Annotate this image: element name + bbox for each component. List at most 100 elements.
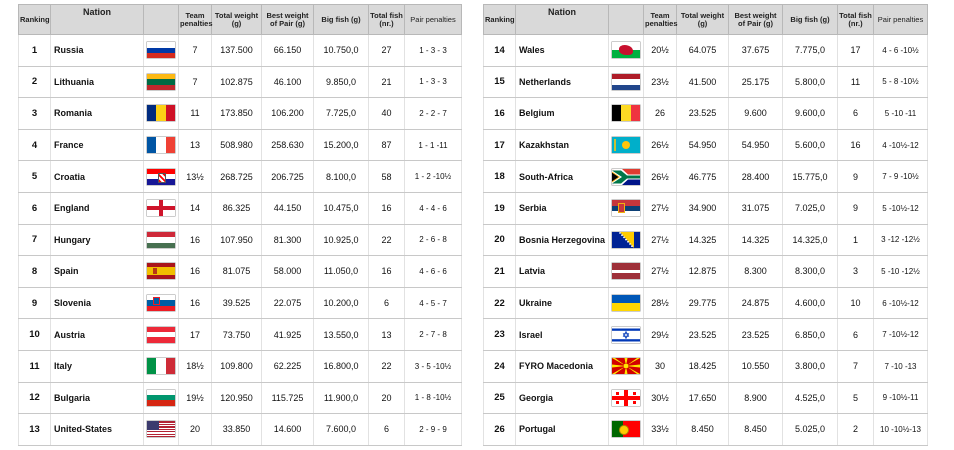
flag-cell (608, 223, 644, 257)
france-flag (147, 137, 175, 154)
flag-header (143, 4, 179, 35)
flag-cell (143, 318, 179, 351)
total-fish-cell: 6 (368, 286, 405, 320)
total-fish-cell: 17 (837, 34, 874, 67)
pair-penalties-cell: 5 -10 -12½ (873, 255, 928, 288)
table-row-georgia: 25 Georgia 30½ 17.650 8.900 4.525,0 5 9 -10½-11 (483, 381, 928, 415)
best-weight-pair-cell: 8.450 (728, 413, 783, 446)
pair-penalties-cell: 1 - 3 - 3 (404, 34, 462, 67)
nation-cell: Russia (50, 34, 144, 67)
italy-flag (147, 358, 175, 375)
nation-header: Nation (515, 4, 609, 35)
big-fish-cell: 9.600,0 (782, 97, 838, 130)
serbia-flag (612, 200, 640, 217)
total-weight-header: Total weight (g) (211, 4, 262, 35)
pair-penalties-cell: 5 -10½-12 (873, 191, 928, 225)
big-fish-cell: 13.550,0 (313, 318, 369, 351)
total-weight-cell: 8.450 (676, 413, 729, 446)
table-row-bosnia-herzegovina: 20 Bosnia Herzegovina 27½ 14.325 14.325 14.32… (483, 223, 928, 257)
flag-header (608, 4, 644, 35)
best-weight-pair-cell: 37.675 (728, 34, 783, 67)
total-weight-cell: 173.850 (211, 97, 262, 130)
pair-penalties-cell: 5 - 8 -10½ (873, 65, 928, 99)
rank-cell: 11 (18, 349, 51, 383)
nation-cell: Spain (50, 255, 144, 288)
slovenia-flag (147, 295, 175, 312)
total-fish-header: Total fish (nr.) (837, 4, 874, 35)
pair-penalties-cell: 6 -10½-12 (873, 286, 928, 320)
best-weight-pair-cell: 23.525 (728, 318, 783, 351)
total-fish-cell: 16 (837, 128, 874, 162)
best-weight-pair-cell: 258.630 (261, 128, 314, 162)
pair-penalties-cell: 3 -12 -12½ (873, 223, 928, 257)
flag-cell (608, 160, 644, 193)
flag-cell (143, 97, 179, 130)
team-penalties-cell: 26½ (643, 160, 677, 193)
total-fish-cell: 6 (368, 413, 405, 446)
big-fish-cell: 10.925,0 (313, 223, 369, 257)
big-fish-header: Big fish (g) (782, 4, 838, 35)
romania-flag (147, 105, 175, 122)
best-weight-pair-cell: 28.400 (728, 160, 783, 193)
big-fish-cell: 16.800,0 (313, 349, 369, 383)
table-row-spain: 8 Spain 16 81.075 58.000 11.050,0 16 4 - 6 - 6 (18, 255, 462, 288)
flag-cell (143, 223, 179, 257)
total-weight-cell: 73.750 (211, 318, 262, 351)
flag-cell (608, 191, 644, 225)
best-weight-pair-cell: 8.900 (728, 381, 783, 415)
table-row-kazakhstan: 17 Kazakhstan 26½ 54.950 54.950 5.600,0 16 4 -1… (483, 128, 928, 162)
rank-cell: 13 (18, 413, 51, 446)
rank-cell: 19 (483, 191, 516, 225)
big-fish-cell: 14.325,0 (782, 223, 838, 257)
total-fish-cell: 20 (368, 381, 405, 415)
total-weight-cell: 18.425 (676, 349, 729, 383)
latvia-flag (612, 263, 640, 280)
ranking-header: Ranking (483, 4, 516, 35)
pair-penalties-cell: 2 - 9 - 9 (404, 413, 462, 446)
big-fish-cell: 5.600,0 (782, 128, 838, 162)
pair-penalties-cell: 2 - 6 - 8 (404, 223, 462, 257)
flag-cell (143, 65, 179, 99)
flag-cell (143, 381, 179, 415)
total-weight-cell: 34.900 (676, 191, 729, 225)
table-row-romania: 3 Romania 11 173.850 106.200 7.725,0 40 2 - 2 -… (18, 97, 462, 130)
nation-cell: Ukraine (515, 286, 609, 320)
total-weight-cell: 268.725 (211, 160, 262, 193)
best-weight-pair-cell: 8.300 (728, 255, 783, 288)
total-weight-cell: 41.500 (676, 65, 729, 99)
big-fish-cell: 11.900,0 (313, 381, 369, 415)
rank-cell: 25 (483, 381, 516, 415)
total-weight-cell: 102.875 (211, 65, 262, 99)
total-fish-cell: 3 (837, 255, 874, 288)
big-fish-cell: 10.200,0 (313, 286, 369, 320)
table-row-fyro-macedonia: 24 FYRO Macedonia 30 18.425 10.550 3.800,0 7 7 … (483, 349, 928, 383)
flag-cell (608, 349, 644, 383)
header-row: Ranking Nation Team penalties Total weig… (483, 4, 928, 35)
total-weight-cell: 14.325 (676, 223, 729, 257)
flag-cell (143, 413, 179, 446)
pair-penalties-cell: 10 -10½-13 (873, 413, 928, 446)
nation-cell: Portugal (515, 413, 609, 446)
team-penalties-cell: 14 (178, 191, 212, 225)
portugal-flag (612, 421, 640, 438)
total-fish-cell: 40 (368, 97, 405, 130)
pair-penalties-cell: 4 - 6 - 6 (404, 255, 462, 288)
total-fish-cell: 10 (837, 286, 874, 320)
total-weight-cell: 33.850 (211, 413, 262, 446)
pair-penalties-cell: 7 - 9 -10½ (873, 160, 928, 193)
total-fish-cell: 16 (368, 255, 405, 288)
best-weight-pair-cell: 81.300 (261, 223, 314, 257)
rank-cell: 20 (483, 223, 516, 257)
pair-penalties-header: Pair penalties (404, 4, 462, 35)
bosnia-flag (612, 231, 640, 248)
rank-cell: 15 (483, 65, 516, 99)
nation-cell: England (50, 191, 144, 225)
total-fish-cell: 22 (368, 223, 405, 257)
team-penalties-header: Team penalties (643, 4, 678, 35)
kazakhstan-flag (612, 137, 640, 154)
team-penalties-cell: 28½ (643, 286, 677, 320)
best-weight-pair-cell: 62.225 (261, 349, 314, 383)
table-row-hungary: 7 Hungary 16 107.950 81.300 10.925,0 22 2 - 6 -… (18, 223, 462, 257)
pair-penalties-cell: 4 - 6 -10½ (873, 34, 928, 67)
big-fish-cell: 7.775,0 (782, 34, 838, 67)
